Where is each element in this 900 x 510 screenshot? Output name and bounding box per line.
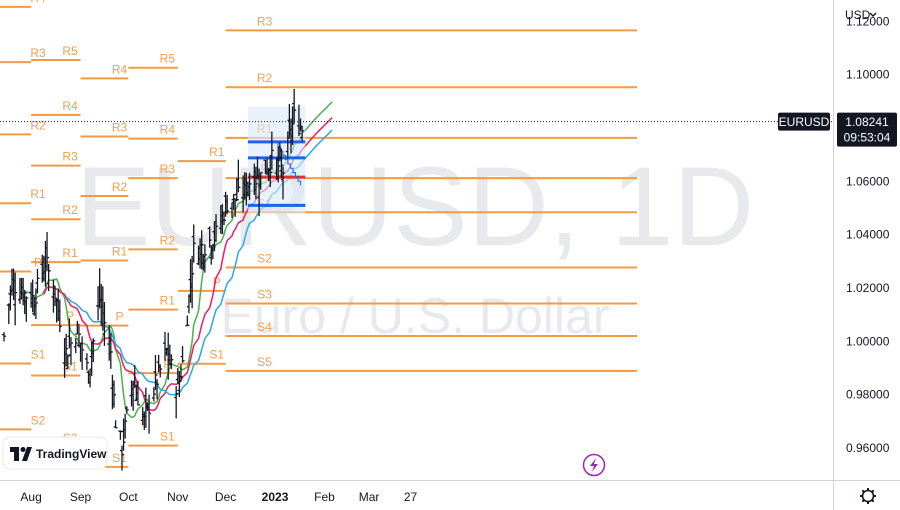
pivot-label: S1	[209, 348, 224, 362]
chevron-down-icon[interactable]	[869, 12, 877, 17]
gear-icon[interactable]	[860, 488, 876, 504]
x-tick-label: Aug	[20, 490, 41, 504]
symbol-tag[interactable]: EURUSD	[778, 112, 830, 131]
y-tick-label: 0.98000	[846, 388, 890, 402]
y-tick-label: 1.02000	[846, 281, 890, 295]
y-tick-label: 0.96000	[846, 441, 890, 455]
x-tick-label: 27	[404, 490, 418, 504]
symbol-tag-text: EURUSD	[779, 115, 830, 129]
watermark-name: Euro / U.S. Dollar	[220, 288, 609, 344]
pivot-label: R3	[112, 121, 128, 135]
y-tick-label: 1.06000	[846, 174, 890, 188]
pivot-label: S1	[112, 451, 127, 465]
pivot-label: R4	[62, 99, 78, 113]
pivot-label: S2	[257, 251, 272, 265]
price-axis[interactable]	[833, 0, 900, 510]
symbol-tag-bg	[778, 112, 830, 131]
lightning-bolt	[590, 458, 598, 472]
pivot-label: S2	[31, 413, 46, 427]
pivot-label: P	[213, 275, 221, 289]
pivot-label: P	[116, 310, 124, 324]
pivot-label: R3	[30, 46, 46, 60]
pivot-label: R1	[112, 245, 128, 259]
x-tick-label: Feb	[314, 490, 335, 504]
pivot-label: R1	[160, 294, 176, 308]
x-tick-label: Oct	[119, 490, 138, 504]
pivot-label: R2	[257, 71, 273, 85]
time-axis[interactable]	[0, 480, 900, 510]
pivot-label: S3	[257, 287, 272, 301]
pivot-label: S5	[257, 355, 272, 369]
pivot-label: R2	[62, 203, 78, 217]
pivot-label: P	[163, 357, 171, 371]
pivot-label: R1	[30, 187, 46, 201]
logo-text: TradingView	[36, 447, 107, 461]
price-tag-value: 1.08241	[845, 115, 889, 129]
logo-mark-dot	[20, 447, 26, 452]
price-bars	[2, 88, 305, 471]
pivot-label: S4	[257, 320, 272, 334]
x-tick-label: Mar	[359, 490, 380, 504]
x-tick-label: Dec	[215, 490, 236, 504]
pivot-label: R5	[62, 44, 78, 58]
pivot-label: R1	[62, 246, 78, 260]
currency-label: USD	[845, 8, 871, 22]
logo-bg	[2, 436, 108, 470]
y-tick-label: 1.00000	[846, 334, 890, 348]
y-tick-label: 1.12000	[846, 14, 890, 28]
pivot-label: R3	[257, 14, 273, 28]
x-tick-label: 2023	[262, 490, 289, 504]
pivot-label: R5	[160, 52, 176, 66]
countdown-timer: 09:53:04	[844, 131, 891, 145]
currency-selector[interactable]: USD	[845, 8, 877, 22]
x-tick-label: Nov	[167, 490, 188, 504]
logo-mark-slash	[22, 447, 32, 461]
pivot-label: R4	[160, 123, 176, 137]
pivot-label: P	[66, 309, 74, 323]
pivot-label: R2	[112, 180, 128, 194]
y-tick-label: 1.10000	[846, 68, 890, 82]
pivot-label: S1	[31, 347, 46, 361]
pivot-label: S1	[160, 430, 175, 444]
logo-mark-bar	[10, 447, 19, 461]
pivot-label: R3	[62, 150, 78, 164]
pivot-label: R2	[30, 118, 46, 132]
x-tick-label: Sep	[70, 490, 92, 504]
pivot-label: R1	[209, 145, 225, 159]
pivot-label: R4	[112, 62, 128, 76]
pivot-label: R2	[160, 233, 176, 247]
watermark-symbol: EURUSD, 1D	[76, 144, 754, 269]
y-tick-label: 1.04000	[846, 228, 890, 242]
gear-ring	[861, 489, 875, 503]
pivot-label: R3	[160, 162, 176, 176]
lightning-icon[interactable]	[582, 453, 606, 477]
pivot-label: R4	[30, 0, 46, 5]
tradingview-logo[interactable]: TradingView	[2, 436, 108, 470]
plot-area[interactable]	[0, 0, 833, 480]
price-tag-bg	[837, 112, 897, 147]
price-tag[interactable]: 1.08241 09:53:04	[837, 112, 897, 147]
